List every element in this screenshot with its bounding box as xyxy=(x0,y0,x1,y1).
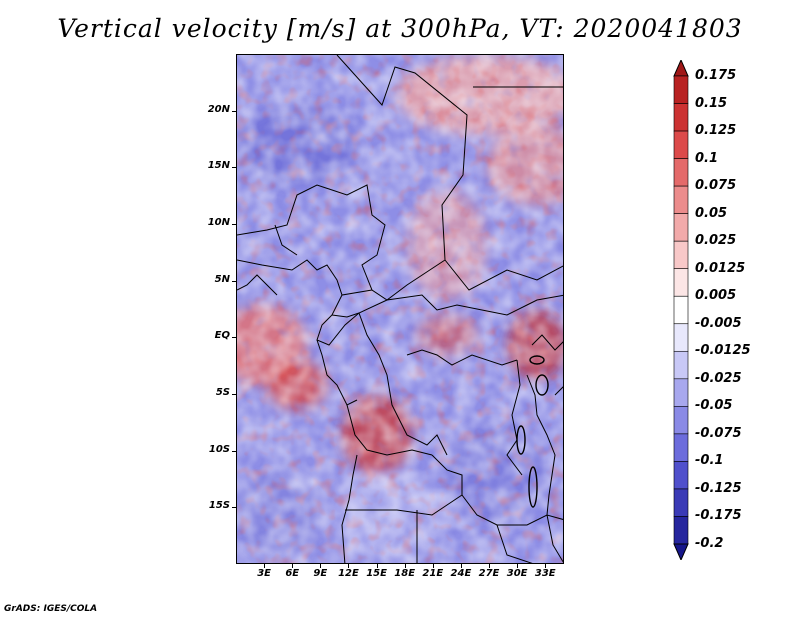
colorbar-label: 0.05 xyxy=(695,205,728,221)
colorbar xyxy=(673,60,689,560)
lon-label-6e: 6E xyxy=(285,568,300,579)
colorbar-segment xyxy=(673,213,689,242)
colorbar-label: -0.005 xyxy=(695,315,742,331)
colorbar-label: 0.005 xyxy=(695,288,737,304)
lat-label-eq: EQ xyxy=(214,330,230,342)
lon-label-9e: 9E xyxy=(313,568,328,579)
colorbar-label: -0.05 xyxy=(695,398,733,414)
colorbar-min-arrow xyxy=(673,543,689,560)
lat-tick xyxy=(232,507,236,509)
colorbar-label: -0.0125 xyxy=(695,343,751,359)
lat-tick xyxy=(232,224,236,225)
colorbar-label: 0.075 xyxy=(695,178,737,194)
lon-label-3e: 3E xyxy=(257,568,271,579)
contour-texture xyxy=(237,55,563,563)
lon-tick xyxy=(489,564,491,568)
map-title: Vertical velocity [m/s] at 300hPa, VT: 2… xyxy=(57,14,743,43)
lon-tick xyxy=(404,564,406,568)
lon-label-24e: 24E xyxy=(450,568,472,579)
colorbar-label: -0.2 xyxy=(695,536,724,551)
colorbar-label: 0.1 xyxy=(695,150,719,166)
vertical-velocity-field xyxy=(237,55,563,563)
colorbar-label: -0.175 xyxy=(695,508,742,524)
colorbar-segment xyxy=(673,103,689,132)
lat-tick xyxy=(232,394,236,395)
lon-tick xyxy=(432,564,434,568)
colorbar-label: 0.175 xyxy=(695,68,737,83)
colorbar-label: 0.025 xyxy=(695,233,737,249)
colorbar-segment xyxy=(673,488,689,517)
lon-label-18e: 18E xyxy=(394,568,416,579)
colorbar-segment xyxy=(673,130,689,159)
lon-label-27e: 27E xyxy=(478,568,500,579)
lon-label-15e: 15E xyxy=(366,568,387,579)
colorbar-label: -0.125 xyxy=(695,480,742,496)
lat-label-10s: 10S xyxy=(208,443,230,455)
lon-label-21e: 21E xyxy=(422,568,444,579)
colorbar-segment xyxy=(673,516,689,545)
colorbar-label: 0.0125 xyxy=(695,260,746,276)
colorbar-label: 0.15 xyxy=(695,95,728,111)
lat-label-10n: 10N xyxy=(207,217,230,228)
lon-tick xyxy=(460,564,462,568)
colorbar-segment xyxy=(673,406,689,435)
colorbar-segment xyxy=(673,350,689,380)
lon-tick xyxy=(545,564,547,568)
country-borders xyxy=(237,55,563,563)
lat-tick xyxy=(232,450,236,452)
colorbar-max-arrow xyxy=(673,60,689,77)
colorbar-label: -0.025 xyxy=(695,370,742,386)
lat-tick xyxy=(232,167,236,169)
colorbar-segment xyxy=(673,185,689,214)
lakes xyxy=(516,355,549,508)
lat-label-15s: 15S xyxy=(208,500,230,512)
lon-tick xyxy=(348,564,350,568)
lat-label-20n: 20N xyxy=(207,103,230,115)
lon-tick xyxy=(292,564,294,568)
lat-tick xyxy=(232,110,236,112)
colorbar-segment xyxy=(673,75,689,104)
lat-label-15n: 15N xyxy=(207,160,230,172)
colorbar-label: 0.125 xyxy=(695,123,737,139)
lon-tick xyxy=(264,564,266,568)
lat-label-5n: 5N xyxy=(214,273,230,285)
lon-tick xyxy=(517,564,519,568)
lon-label-12e: 12E xyxy=(338,568,359,579)
lat-label-5s: 5S xyxy=(215,387,230,398)
colorbar-segment xyxy=(673,378,689,407)
colorbar-segment xyxy=(673,433,689,462)
lat-tick xyxy=(232,280,236,282)
colorbar-segment xyxy=(673,268,689,297)
lat-tick xyxy=(232,337,236,339)
colorbar-label: -0.075 xyxy=(695,425,742,441)
lon-label-30e: 30E xyxy=(506,568,528,579)
map-plot-area xyxy=(236,54,564,564)
lon-tick xyxy=(376,564,378,568)
colorbar-segment xyxy=(673,158,689,187)
grads-footer: GrADS: IGES/COLA xyxy=(4,604,98,614)
colorbar-segment xyxy=(673,240,689,270)
colorbar-segment xyxy=(673,323,689,352)
lon-tick xyxy=(320,564,322,568)
colorbar-segment xyxy=(673,295,689,325)
lon-label-33e: 33E xyxy=(534,568,556,579)
colorbar-label: -0.1 xyxy=(695,453,724,469)
colorbar-segment xyxy=(673,461,689,490)
